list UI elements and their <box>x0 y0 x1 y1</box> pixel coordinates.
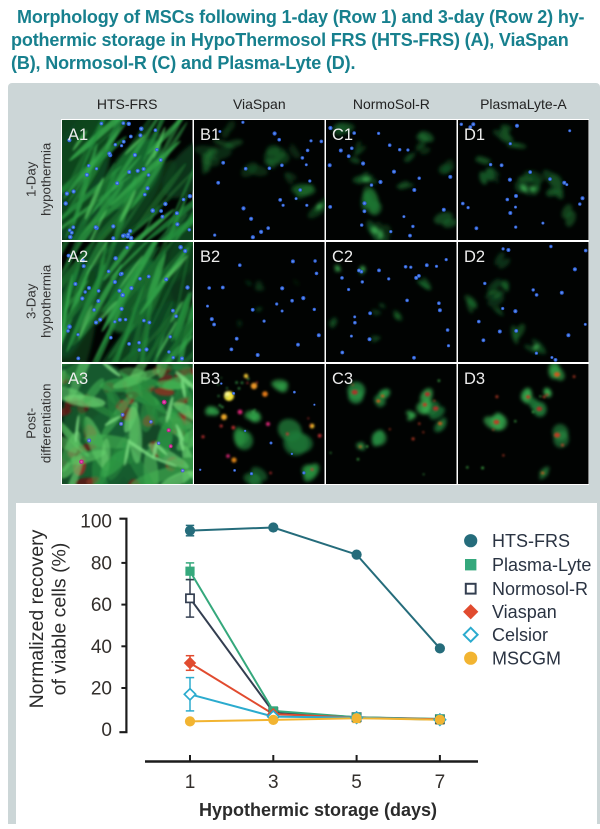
svg-text:Celsior: Celsior <box>492 625 548 645</box>
svg-text:A2: A2 <box>68 248 88 266</box>
svg-text:HTS-FRS: HTS-FRS <box>492 531 570 551</box>
svg-text:A3: A3 <box>68 369 88 387</box>
svg-text:B3: B3 <box>200 369 220 387</box>
svg-text:D2: D2 <box>464 248 485 266</box>
svg-text:60: 60 <box>91 595 112 616</box>
svg-text:of viable cells (%): of viable cells (%) <box>49 543 71 696</box>
svg-text:MSCGM: MSCGM <box>492 649 561 669</box>
svg-text:3: 3 <box>268 772 279 793</box>
svg-text:Normalized recovery: Normalized recovery <box>26 529 48 708</box>
svg-text:D3: D3 <box>464 369 485 387</box>
svg-text:Viaspan: Viaspan <box>492 602 557 622</box>
svg-text:7: 7 <box>435 772 446 793</box>
svg-text:100: 100 <box>80 512 112 533</box>
svg-text:5: 5 <box>351 772 362 793</box>
svg-text:80: 80 <box>91 553 112 574</box>
svg-text:C3: C3 <box>332 369 353 387</box>
svg-text:1: 1 <box>185 772 196 793</box>
svg-text:C2: C2 <box>332 248 353 266</box>
svg-text:40: 40 <box>91 637 112 658</box>
svg-text:C1: C1 <box>332 126 353 144</box>
svg-text:B1: B1 <box>200 126 220 144</box>
svg-text:Normosol-R: Normosol-R <box>492 579 588 599</box>
svg-text:20: 20 <box>91 679 112 700</box>
svg-text:B2: B2 <box>200 248 220 266</box>
svg-text:0: 0 <box>101 720 112 741</box>
svg-text:Hypothermic storage (days): Hypothermic storage (days) <box>199 800 437 820</box>
svg-text:A1: A1 <box>68 126 88 144</box>
svg-text:Plasma-Lyte: Plasma-Lyte <box>492 555 591 575</box>
svg-text:D1: D1 <box>464 126 485 144</box>
